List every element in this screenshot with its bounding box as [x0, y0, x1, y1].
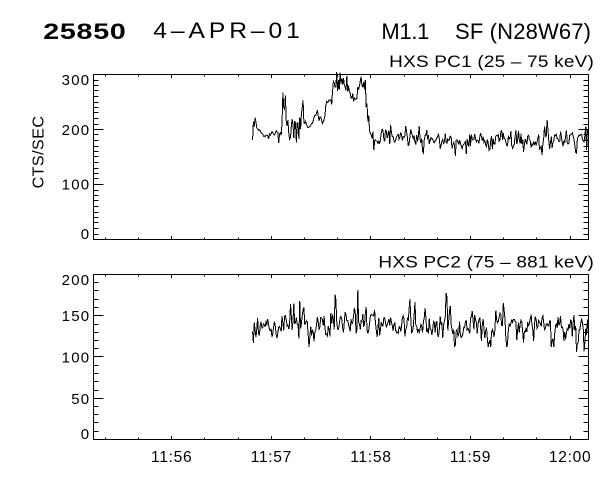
svg-text:200: 200	[62, 122, 91, 139]
svg-text:50: 50	[71, 391, 90, 408]
svg-text:12:00: 12:00	[549, 449, 592, 466]
svg-text:200: 200	[62, 272, 91, 289]
svg-text:HXS PC2 (75 – 881 keV): HXS PC2 (75 – 881 keV)	[378, 252, 594, 271]
svg-text:0: 0	[81, 426, 91, 443]
svg-text:11:56: 11:56	[151, 449, 192, 466]
svg-text:100: 100	[62, 177, 91, 194]
svg-text:SF (N28W67): SF (N28W67)	[455, 19, 591, 44]
svg-text:11:59: 11:59	[450, 449, 491, 466]
svg-text:11:57: 11:57	[251, 449, 292, 466]
svg-text:25850: 25850	[43, 20, 126, 44]
svg-text:100: 100	[62, 350, 91, 367]
svg-text:4–APR–01: 4–APR–01	[153, 18, 303, 42]
svg-text:HXS PC1 (25 – 75 keV): HXS PC1 (25 – 75 keV)	[389, 52, 594, 71]
svg-text:150: 150	[62, 308, 91, 325]
svg-text:M1.1: M1.1	[381, 19, 429, 44]
svg-text:0: 0	[81, 226, 91, 243]
svg-text:CTS/SEC: CTS/SEC	[31, 116, 48, 189]
svg-text:300: 300	[62, 72, 91, 89]
svg-text:11:58: 11:58	[350, 449, 391, 466]
